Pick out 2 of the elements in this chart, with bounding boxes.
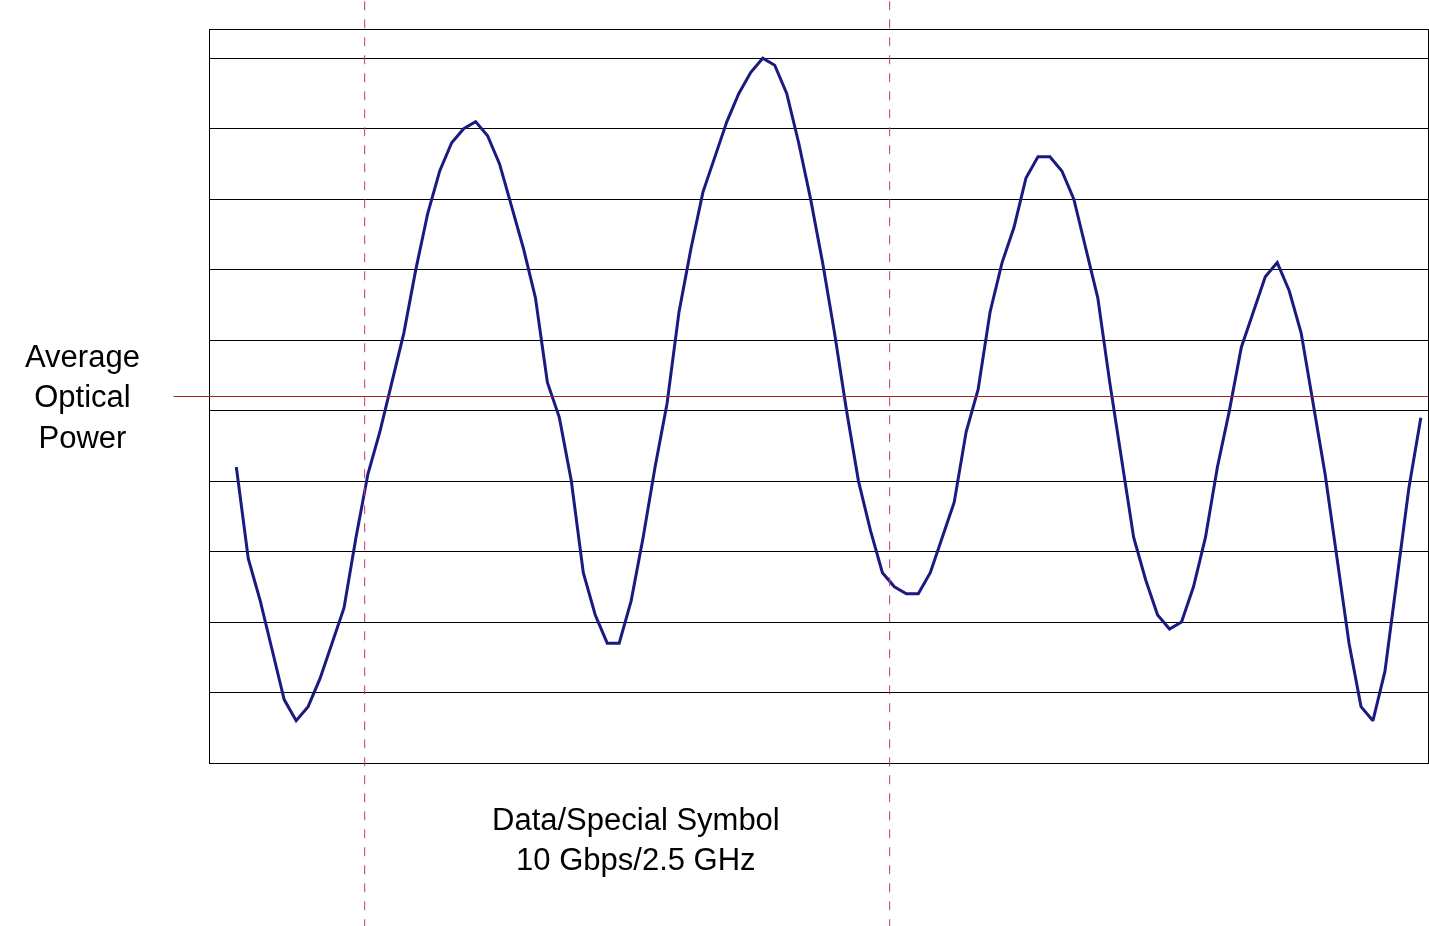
text: Data/Special Symbol 10 Gbps/2.5 GHz: [492, 802, 780, 878]
ref-line-label: Average Optical Power: [25, 339, 140, 455]
